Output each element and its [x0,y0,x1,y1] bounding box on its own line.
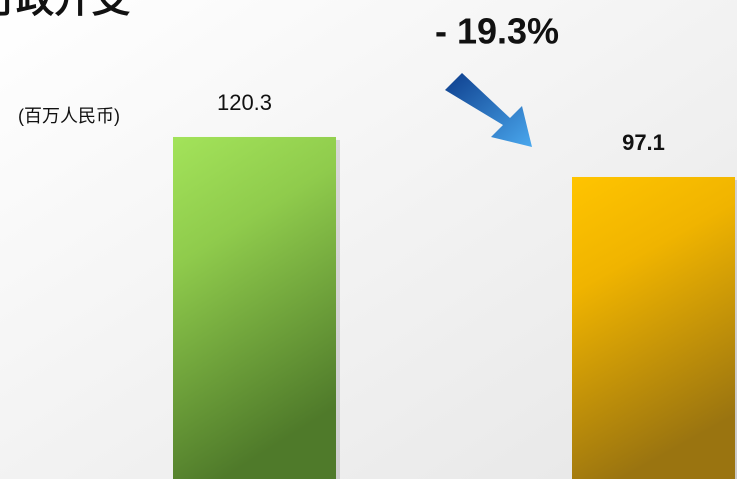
value-label: 120.3 [217,90,272,115]
value-label: 97.1 [622,130,665,155]
unit-label: (百万人民币) [18,106,120,126]
bar [173,136,336,479]
down-arrow [445,73,532,147]
chart-title: 行政开支 [0,0,130,21]
bar [572,176,735,479]
change-annotation: - 19.3% [435,11,559,52]
